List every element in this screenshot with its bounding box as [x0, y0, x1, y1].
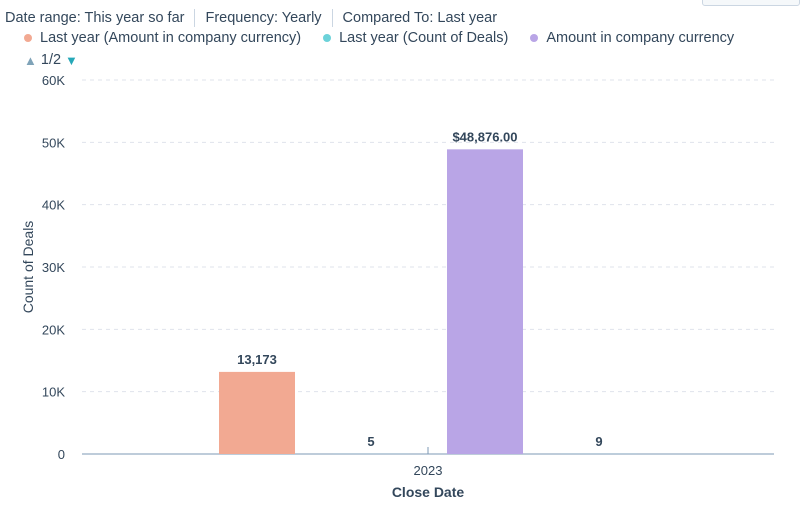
bar-2 [447, 149, 523, 454]
bar-0 [219, 371, 295, 454]
chart-legend: Last year (Amount in company currency) L… [24, 30, 756, 46]
legend-label: Last year (Count of Deals) [339, 30, 509, 46]
data-label: $48,876.00 [452, 129, 517, 144]
date-range-filter[interactable]: Date range: This year so far [5, 10, 185, 26]
y-tick-label: 40K [42, 198, 65, 213]
y-tick-label: 10K [42, 385, 65, 400]
legend-label: Amount in company currency [546, 30, 735, 46]
legend-item-last-year-count[interactable]: Last year (Count of Deals) [323, 30, 508, 46]
legend-item-last-year-amount[interactable]: Last year (Amount in company currency) [24, 30, 301, 46]
legend-item-amount[interactable]: Amount in company currency [530, 30, 734, 46]
frequency-filter[interactable]: Frequency: Yearly [205, 10, 322, 26]
y-tick-label: 30K [42, 260, 65, 275]
x-tick-label: 2023 [414, 463, 443, 478]
data-label: 9 [595, 434, 602, 449]
legend-dot [323, 34, 332, 42]
filter-divider [331, 9, 333, 27]
filter-bar: Date range: This year so far Frequency: … [5, 8, 497, 28]
y-tick-label: 50K [42, 135, 65, 150]
legend-label: Last year (Amount in company currency) [40, 30, 302, 46]
y-tick-label: 0 [58, 447, 65, 462]
filter-divider [194, 9, 196, 27]
legend-dot [530, 34, 539, 42]
compared-to-filter[interactable]: Compared To: Last year [342, 10, 498, 26]
page-up-icon[interactable]: ▲ [24, 52, 37, 68]
data-label: 5 [367, 434, 374, 449]
legend-pager: ▲ 1/2 ▼ [24, 52, 78, 68]
legend-dot [24, 34, 32, 42]
y-tick-label: 20K [42, 322, 65, 337]
page-down-icon[interactable]: ▼ [65, 52, 78, 68]
y-tick-label: 60K [42, 73, 65, 88]
data-label: 13,173 [237, 352, 277, 367]
page-indicator: 1/2 [40, 52, 62, 68]
x-axis-title: Close Date [392, 484, 465, 500]
y-axis-title: Count of Deals [20, 221, 36, 314]
